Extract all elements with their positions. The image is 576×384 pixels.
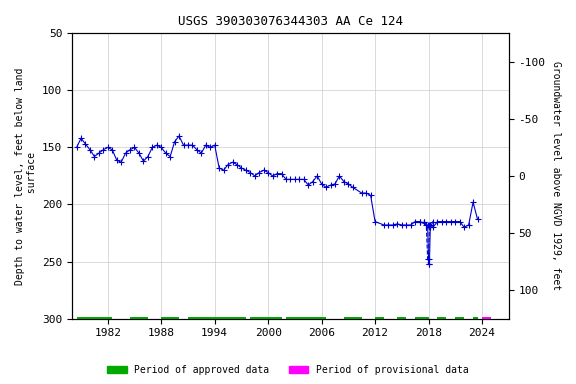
Bar bbox=[375, 317, 384, 319]
Y-axis label: Depth to water level, feet below land
 surface: Depth to water level, feet below land su… bbox=[15, 67, 37, 285]
Title: USGS 390303076344303 AA Ce 124: USGS 390303076344303 AA Ce 124 bbox=[178, 15, 403, 28]
Bar bbox=[455, 317, 464, 319]
Legend: Period of approved data, Period of provisional data: Period of approved data, Period of provi… bbox=[103, 361, 473, 379]
Bar bbox=[286, 317, 326, 319]
Bar bbox=[397, 317, 406, 319]
Bar bbox=[415, 317, 429, 319]
Bar bbox=[161, 317, 179, 319]
Bar bbox=[251, 317, 282, 319]
Bar bbox=[482, 317, 491, 319]
Bar bbox=[473, 317, 478, 319]
Bar bbox=[130, 317, 148, 319]
Bar bbox=[77, 317, 112, 319]
Y-axis label: Groundwater level above NGVD 1929, feet: Groundwater level above NGVD 1929, feet bbox=[551, 61, 561, 291]
Bar bbox=[188, 317, 246, 319]
Bar bbox=[344, 317, 362, 319]
Bar bbox=[437, 317, 446, 319]
